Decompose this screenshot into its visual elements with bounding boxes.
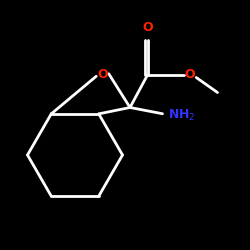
Text: NH$_2$: NH$_2$ xyxy=(168,108,195,122)
Text: O: O xyxy=(185,68,195,82)
Text: O: O xyxy=(142,21,153,34)
Text: O: O xyxy=(97,68,108,82)
